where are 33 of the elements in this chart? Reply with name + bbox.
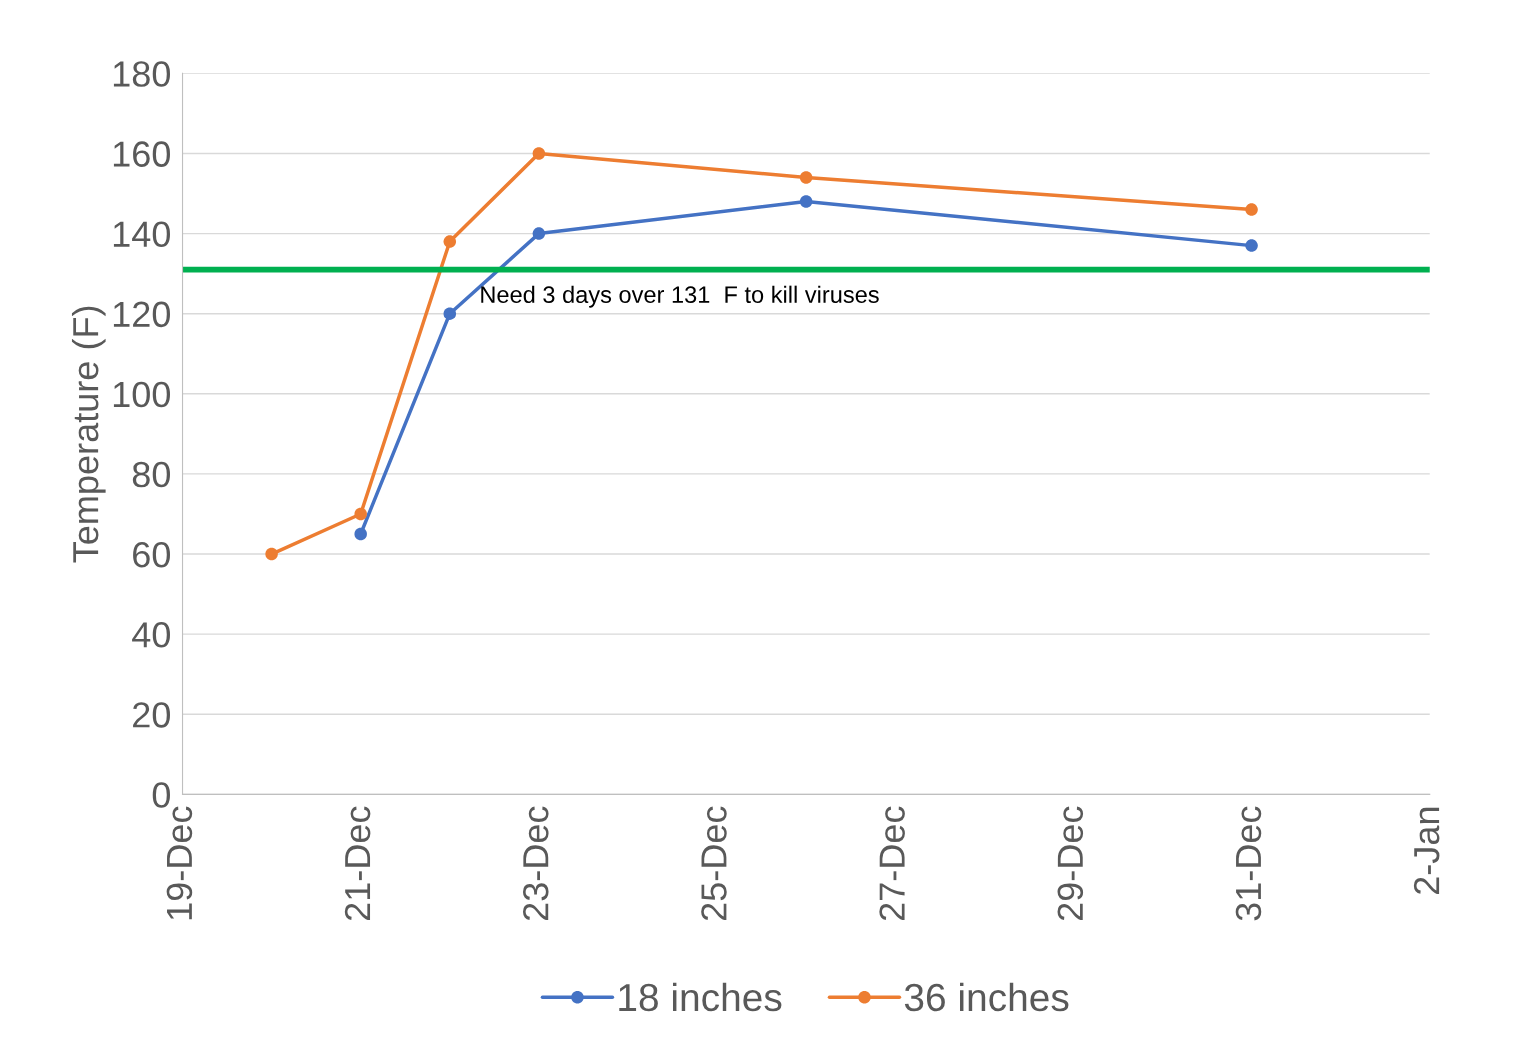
- point: [532, 147, 546, 160]
- legend-label: 18 inches: [619, 982, 782, 1012]
- y-tick-label: 60: [133, 541, 170, 568]
- point: [799, 171, 813, 184]
- y-tick-label: 180: [113, 61, 170, 87]
- x-tick-label: 23-Dec: [522, 806, 549, 921]
- legend-label: 36 inches: [904, 982, 1069, 1012]
- x-tick-label: 27-Dec: [879, 806, 905, 921]
- y-tick-label: 0: [152, 782, 170, 808]
- point: [799, 195, 813, 208]
- point: [354, 527, 367, 541]
- y-tick-label: 160: [113, 141, 170, 167]
- point: [1245, 203, 1258, 216]
- point: [443, 235, 457, 248]
- point: [1245, 239, 1258, 252]
- x-tick-label: 29-Dec: [1057, 806, 1084, 921]
- y-tick-label: 20: [133, 702, 170, 728]
- x-tick-label: 25-Dec: [701, 806, 727, 921]
- point: [265, 547, 278, 561]
- y-tick-label: 100: [113, 381, 170, 408]
- x-tick-label: 2-Jan: [1413, 807, 1440, 894]
- point: [443, 307, 457, 320]
- ref-line-label: Need 3 days over 131 F to kill viruses: [481, 285, 879, 308]
- point: [354, 507, 367, 521]
- y-tick-label: 120: [113, 301, 170, 328]
- y-tick-label: 140: [113, 221, 170, 248]
- x-tick-label: 31-Dec: [1235, 806, 1262, 921]
- x-tick-label: 19-Dec: [166, 806, 193, 920]
- point: [532, 227, 546, 240]
- x-tick-label: 21-Dec: [344, 806, 371, 921]
- y-tick-label: 40: [132, 622, 170, 648]
- y-axis-title: Temperature (F): [71, 306, 106, 563]
- y-tick-label: 80: [132, 461, 170, 488]
